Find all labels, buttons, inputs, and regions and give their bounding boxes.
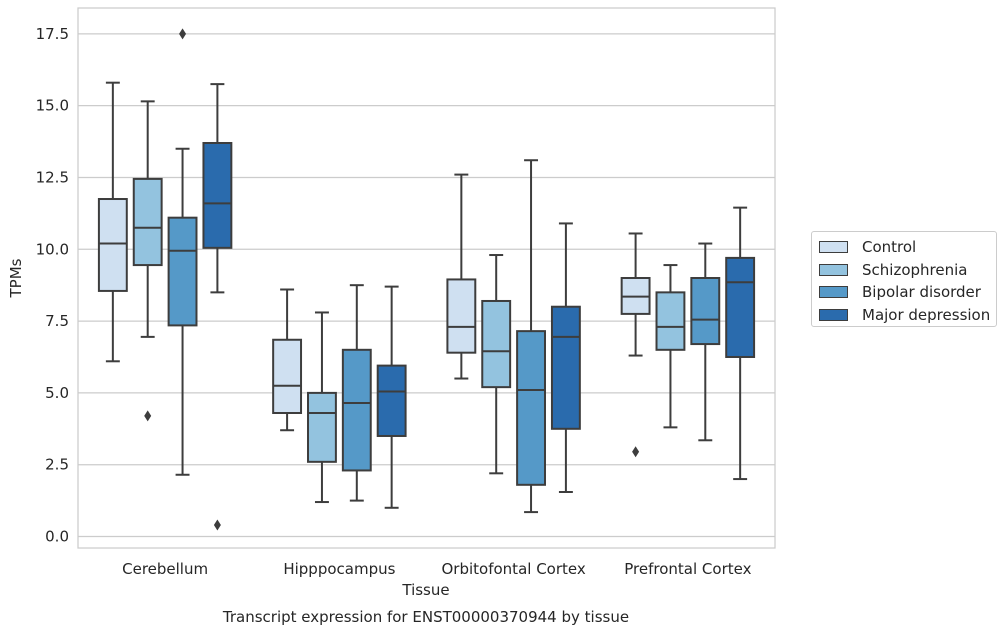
iqr-box — [202, 142, 233, 249]
legend-swatch-major-depression — [819, 308, 848, 321]
box-group — [167, 28, 198, 476]
legend-item-bipolar-disorder: Bipolar disorder — [819, 281, 996, 304]
legend-label: Major depression — [862, 305, 991, 324]
iqr-box — [272, 338, 303, 414]
iqr-box — [516, 330, 546, 486]
box-group — [341, 284, 372, 502]
plot-frame — [77, 7, 776, 549]
box-group — [655, 264, 686, 429]
iqr-box — [167, 216, 198, 327]
outlier-point — [213, 519, 221, 531]
iqr-box — [481, 299, 512, 389]
box-group — [446, 173, 477, 380]
y-tick-label: 7.5 — [45, 312, 69, 330]
legend: Control Schizophrenia Bipolar disorder M… — [811, 231, 997, 327]
x-axis-label: Tissue — [401, 581, 449, 599]
legend-label: Control — [862, 238, 917, 257]
y-tick-label: 12.5 — [36, 168, 69, 186]
outlier-point — [632, 446, 640, 458]
y-tick-labels: 0.0 2.5 5.0 7.5 10.0 12.5 15.0 17.5 — [36, 25, 69, 546]
box-group — [202, 83, 233, 531]
y-tick-label: 5.0 — [45, 384, 69, 402]
box-group — [516, 159, 546, 514]
boxes-layer — [97, 28, 756, 531]
legend-label: Bipolar disorder — [862, 283, 981, 302]
legend-item-major-depression: Major depression — [819, 304, 996, 327]
legend-swatch-bipolar-disorder — [819, 286, 848, 299]
y-tick-label: 15.0 — [36, 97, 69, 115]
iqr-box — [341, 348, 372, 472]
box-group — [620, 232, 651, 458]
outlier-point — [179, 28, 187, 40]
box-group — [690, 242, 721, 442]
y-tick-label: 0.0 — [45, 528, 69, 546]
x-tick-labels: Cerebellum Hipppocampus Orbitofontal Corte… — [122, 560, 751, 578]
y-tick-label: 17.5 — [36, 25, 69, 43]
iqr-box — [446, 278, 477, 354]
x-tick-label: Orbitofontal Cortex — [442, 560, 586, 578]
legend-swatch-control — [819, 241, 848, 254]
x-tick-label: Prefrontal Cortex — [624, 560, 751, 578]
iqr-box — [376, 364, 407, 437]
iqr-box — [655, 291, 686, 351]
iqr-box — [132, 177, 163, 267]
iqr-box — [307, 391, 337, 463]
box-group — [376, 285, 407, 509]
box-group — [272, 288, 303, 432]
x-tick-label: Cerebellum — [122, 560, 208, 578]
iqr-box — [725, 256, 756, 358]
chart-caption: Transcript expression for ENST0000037094… — [222, 608, 629, 626]
legend-item-schizophrenia: Schizophrenia — [819, 259, 996, 282]
y-tick-label: 2.5 — [45, 456, 69, 474]
y-tick-label: 10.0 — [36, 240, 69, 258]
x-tick-label: Hipppocampus — [283, 560, 395, 578]
box-group — [725, 206, 756, 481]
legend-item-control: Control — [819, 236, 996, 259]
iqr-box — [690, 277, 721, 346]
box-group — [481, 254, 512, 475]
outlier-point — [144, 410, 152, 422]
legend-label: Schizophrenia — [862, 260, 968, 279]
iqr-box — [550, 305, 581, 430]
y-axis-label: TPMs — [7, 258, 25, 298]
box-group — [550, 222, 581, 493]
box-group — [132, 100, 163, 422]
box-group — [97, 81, 128, 363]
box-group — [307, 311, 337, 504]
legend-swatch-schizophrenia — [819, 263, 848, 276]
iqr-box — [97, 198, 128, 292]
